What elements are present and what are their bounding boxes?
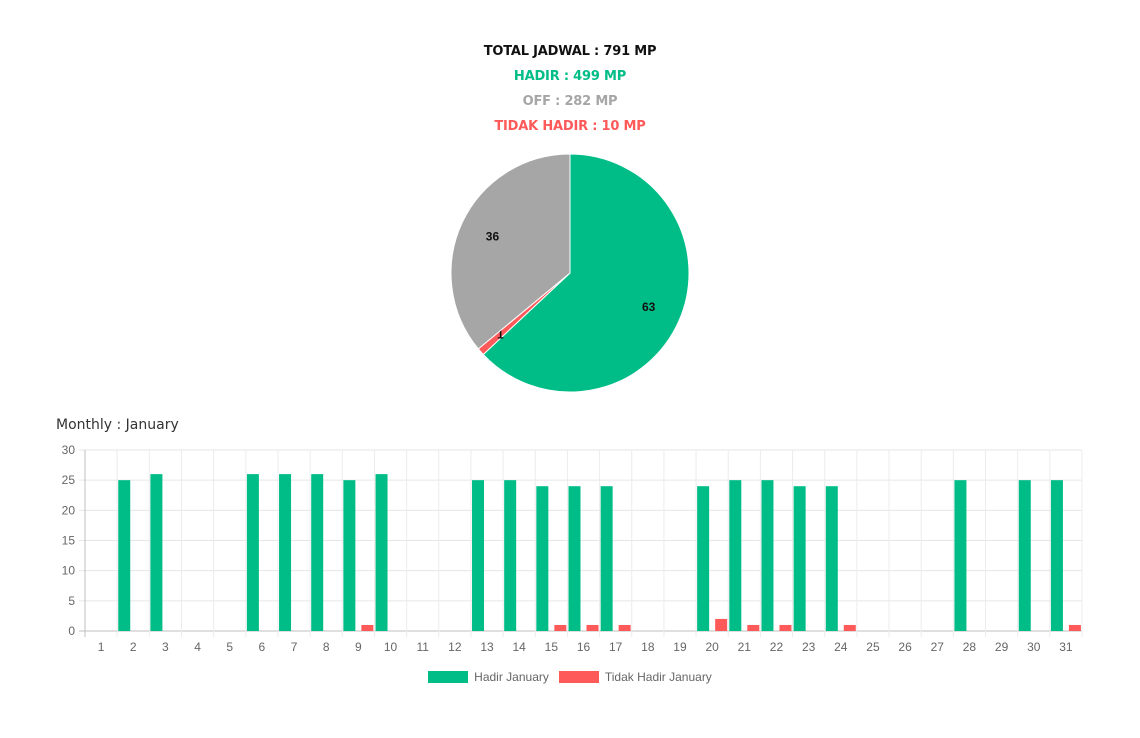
x-tick-label: 8	[323, 640, 330, 654]
bar-hadir[interactable]	[504, 480, 517, 631]
x-tick-label: 22	[770, 640, 784, 654]
x-tick-label: 12	[448, 640, 462, 654]
x-tick-label: 4	[194, 640, 201, 654]
legend-item-tidak-hadir[interactable]: Tidak Hadir January	[558, 670, 712, 684]
x-tick-label: 15	[545, 640, 559, 654]
bar-hadir[interactable]	[343, 480, 356, 631]
bar-hadir[interactable]	[246, 474, 259, 631]
y-tick-label: 25	[62, 473, 76, 487]
bar-hadir[interactable]	[536, 486, 549, 631]
x-tick-label: 20	[705, 640, 719, 654]
bar-hadir[interactable]	[761, 480, 774, 631]
bar-hadir[interactable]	[118, 480, 131, 631]
bar-tidak-hadir[interactable]	[361, 624, 374, 631]
pie-label-2: 36	[486, 230, 500, 244]
bar-hadir[interactable]	[150, 474, 163, 631]
x-tick-label: 21	[738, 640, 752, 654]
bar-hadir[interactable]	[375, 474, 388, 631]
bar-hadir[interactable]	[472, 480, 485, 631]
bar-tidak-hadir[interactable]	[1068, 624, 1081, 631]
x-tick-label: 17	[609, 640, 623, 654]
tidak-hadir-label: TIDAK HADIR : 10 MP	[494, 119, 646, 134]
x-tick-label: 31	[1059, 640, 1073, 654]
total-jadwal-label: TOTAL JADWAL : 791 MP	[483, 44, 657, 59]
x-tick-label: 25	[866, 640, 880, 654]
x-tick-label: 28	[963, 640, 977, 654]
legend-label-hadir: Hadir January	[474, 670, 549, 684]
x-tick-label: 3	[162, 640, 169, 654]
x-tick-label: 29	[995, 640, 1009, 654]
pie-slice-0[interactable]	[482, 153, 690, 393]
bar-hadir[interactable]	[1018, 480, 1031, 631]
bar-hadir[interactable]	[729, 480, 742, 631]
x-tick-label: 1	[98, 640, 105, 654]
attendance-pie-chart: 63 1 36	[450, 153, 690, 393]
bar-hadir[interactable]	[279, 474, 292, 631]
hadir-label: HADIR : 499 MP	[513, 69, 627, 84]
legend-label-tidak-hadir: Tidak Hadir January	[604, 670, 712, 684]
pie-slice-2[interactable]	[450, 153, 571, 350]
x-tick-label: 30	[1027, 640, 1041, 654]
x-tick-label: 24	[834, 640, 848, 654]
bar-tidak-hadir[interactable]	[554, 624, 567, 631]
x-tick-label: 26	[898, 640, 912, 654]
bar-tidak-hadir[interactable]	[618, 624, 631, 631]
x-tick-label: 9	[355, 640, 362, 654]
x-tick-label: 27	[931, 640, 945, 654]
y-tick-label: 30	[62, 443, 76, 457]
legend-item-hadir[interactable]: Hadir January	[428, 670, 549, 684]
y-tick-label: 15	[62, 534, 76, 548]
x-tick-label: 2	[130, 640, 137, 654]
y-tick-label: 20	[62, 503, 76, 517]
x-tick-label: 7	[291, 640, 298, 654]
bar-tidak-hadir[interactable]	[586, 624, 599, 631]
bar-hadir[interactable]	[793, 486, 806, 631]
bar-tidak-hadir[interactable]	[843, 624, 856, 631]
pie-label-0: 63	[642, 300, 656, 314]
x-tick-label: 10	[384, 640, 398, 654]
pie-label-1: 1	[497, 327, 504, 341]
bar-hadir[interactable]	[568, 486, 581, 631]
x-tick-label: 5	[226, 640, 233, 654]
bar-tidak-hadir[interactable]	[715, 618, 728, 631]
bar-legend: Hadir January Tidak Hadir January	[0, 670, 1140, 684]
x-tick-label: 16	[577, 640, 591, 654]
bar-hadir[interactable]	[825, 486, 838, 631]
off-label: OFF : 282 MP	[522, 94, 618, 109]
x-tick-label: 13	[480, 640, 494, 654]
monthly-title: Monthly : January	[56, 417, 179, 433]
y-tick-label: 0	[68, 624, 75, 638]
legend-swatch-tidak-hadir	[558, 671, 599, 683]
bar-tidak-hadir[interactable]	[779, 624, 792, 631]
x-tick-label: 18	[641, 640, 655, 654]
bar-hadir[interactable]	[954, 480, 967, 631]
bar-hadir[interactable]	[1050, 480, 1063, 631]
legend-swatch-hadir	[428, 671, 469, 683]
bar-hadir[interactable]	[697, 486, 710, 631]
bar-tidak-hadir[interactable]	[747, 624, 760, 631]
bar-hadir[interactable]	[311, 474, 324, 631]
x-tick-label: 11	[416, 640, 429, 654]
x-tick-label: 6	[259, 640, 266, 654]
x-tick-label: 19	[673, 640, 687, 654]
y-tick-label: 5	[68, 594, 75, 608]
x-tick-label: 14	[512, 640, 526, 654]
x-tick-label: 23	[802, 640, 816, 654]
bar-hadir[interactable]	[600, 486, 613, 631]
y-tick-label: 10	[62, 564, 76, 578]
